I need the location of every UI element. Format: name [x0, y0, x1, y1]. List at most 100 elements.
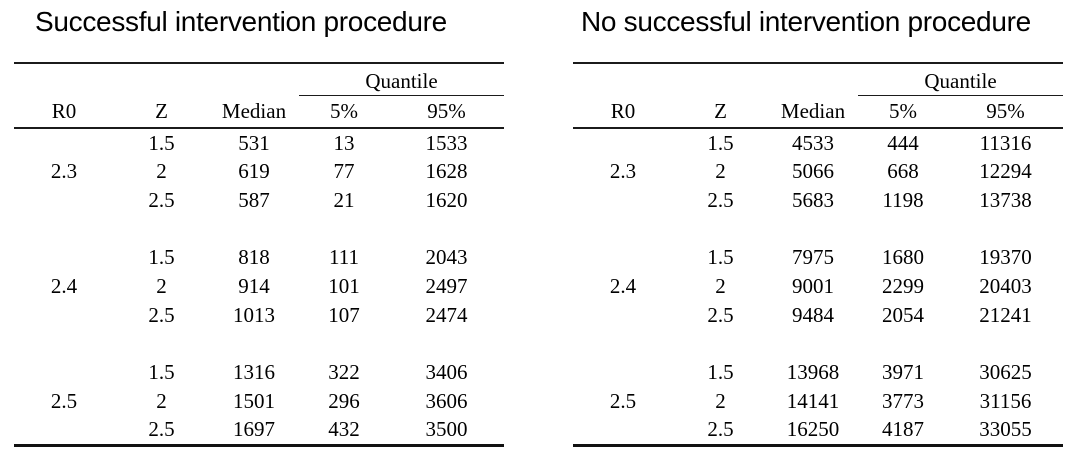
- cell-r0: 2.3: [609, 159, 637, 183]
- cell-q95: 31156: [979, 389, 1032, 413]
- cell-median: 1013: [233, 303, 275, 327]
- cell-median: 1316: [233, 360, 275, 384]
- cell-q5: 101: [328, 274, 360, 298]
- table-row: 1.5 818 111 2043: [14, 243, 504, 272]
- cell-median: 619: [238, 159, 270, 183]
- table-row: 2.3 2 5066 668 12294: [573, 157, 1063, 186]
- cell-z: 1.5: [148, 360, 175, 384]
- column-header-median: Median: [209, 95, 299, 129]
- column-header-row: R0 Z Median 5% 95%: [573, 95, 1063, 129]
- cell-q5: 13: [333, 130, 355, 155]
- cell-z: 2.5: [707, 417, 734, 442]
- column-header-q5: 5%: [299, 95, 389, 129]
- column-header-median: Median: [768, 95, 858, 129]
- table-row: 2.4 2 9001 2299 20403: [573, 272, 1063, 301]
- table-row: 2.5 1697 432 3500: [14, 416, 504, 445]
- cell-r0: [14, 301, 114, 330]
- results-table-successful: Quantile R0 Z Median 5% 95% 1.5 531 13 1533…: [14, 62, 504, 447]
- cell-q95: 1620: [425, 188, 468, 212]
- table-body: 1.5 531 13 1533 2.3 2 619 77 1628 2.5 587 21 1620 1.5…: [14, 128, 504, 445]
- cell-median: 1697: [233, 417, 275, 442]
- cell-z: 2: [156, 159, 167, 183]
- cell-z: 2: [156, 274, 167, 298]
- table-title: Successful intervention procedure: [35, 6, 447, 37]
- quantile-header-row: Quantile: [14, 63, 504, 96]
- cell-q5: 432: [328, 417, 360, 442]
- cell-r0: 2.4: [50, 274, 78, 298]
- cell-r0: [573, 301, 673, 330]
- table-row: 1.5 531 13 1533: [14, 128, 504, 157]
- cell-z: 2: [156, 389, 167, 413]
- cell-median: 7975: [792, 245, 834, 269]
- cell-r0: 2.5: [50, 389, 78, 413]
- table-row: 2.5 587 21 1620: [14, 186, 504, 215]
- cell-median: 16250: [786, 417, 840, 442]
- cell-median: 5683: [792, 188, 834, 212]
- cell-q95: 20403: [979, 274, 1032, 298]
- cell-z: 2: [715, 159, 726, 183]
- cell-median: 9484: [792, 303, 834, 327]
- table-title: No successful intervention procedure: [581, 6, 1031, 37]
- cell-z: 1.5: [148, 245, 175, 269]
- table-row: 2.5 2 1501 296 3606: [14, 387, 504, 416]
- cell-q5: 2054: [882, 303, 924, 327]
- cell-q5: 1198: [882, 188, 924, 212]
- cell-q5: 21: [333, 188, 355, 212]
- cell-r0: [573, 128, 673, 157]
- table-row: 1.5 1316 322 3406: [14, 358, 504, 387]
- column-header-q95: 95%: [948, 95, 1063, 129]
- table-body: 1.5 4533 444 11316 2.3 2 5066 668 12294 2.5 5683 11…: [573, 128, 1063, 445]
- cell-r0: [573, 358, 673, 387]
- cell-median: 914: [238, 274, 270, 298]
- column-header-z: Z: [673, 95, 768, 129]
- cell-q95: 3500: [425, 417, 468, 442]
- cell-q95: 21241: [979, 303, 1032, 327]
- cell-q95: 2497: [425, 274, 468, 298]
- cell-q95: 1628: [425, 159, 468, 183]
- cell-median: 5066: [792, 159, 834, 183]
- cell-q95: 2474: [425, 303, 468, 327]
- cell-median: 13968: [786, 360, 840, 384]
- cell-z: 2.5: [148, 303, 175, 327]
- cell-r0: [573, 416, 673, 445]
- table-row: 2.5 2 14141 3773 31156: [573, 387, 1063, 416]
- header-spacer: [573, 63, 858, 96]
- group-spacer: [573, 215, 1063, 243]
- cell-median: 587: [238, 188, 270, 212]
- cell-q5: 2299: [882, 274, 924, 298]
- cell-q95: 1533: [425, 130, 468, 155]
- cell-r0: [14, 243, 114, 272]
- cell-median: 818: [238, 245, 270, 269]
- cell-q5: 296: [328, 389, 360, 413]
- table-row: 1.5 13968 3971 30625: [573, 358, 1063, 387]
- cell-r0: [14, 186, 114, 215]
- column-header-r0: R0: [14, 95, 114, 129]
- cell-q5: 322: [328, 360, 360, 384]
- table-row: 2.5 16250 4187 33055: [573, 416, 1063, 445]
- cell-r0: [14, 416, 114, 445]
- cell-q95: 13738: [979, 188, 1032, 212]
- cell-z: 2.5: [707, 303, 734, 327]
- group-spacer: [14, 330, 504, 358]
- cell-q5: 1680: [882, 245, 924, 269]
- cell-q5: 77: [333, 159, 355, 183]
- cell-q5: 111: [329, 245, 359, 269]
- cell-q95: 11316: [979, 130, 1032, 155]
- cell-r0: [573, 186, 673, 215]
- results-table-no-successful: Quantile R0 Z Median 5% 95% 1.5 4533 444 11…: [573, 62, 1063, 447]
- cell-z: 2.5: [148, 417, 175, 442]
- cell-q95: 12294: [979, 159, 1032, 183]
- column-header-q95: 95%: [389, 95, 504, 129]
- table-row: 2.5 5683 1198 13738: [573, 186, 1063, 215]
- table-row: 2.5 9484 2054 21241: [573, 301, 1063, 330]
- cell-q95: 3606: [425, 389, 468, 413]
- cell-r0: 2.4: [609, 274, 637, 298]
- cell-q95: 30625: [979, 360, 1032, 384]
- cell-z: 2: [715, 274, 726, 298]
- header-spacer: [14, 63, 299, 96]
- table-row: 2.3 2 619 77 1628: [14, 157, 504, 186]
- cell-r0: [14, 358, 114, 387]
- cell-q95: 3406: [425, 360, 468, 384]
- table-row: 1.5 7975 1680 19370: [573, 243, 1063, 272]
- cell-median: 1501: [233, 389, 275, 413]
